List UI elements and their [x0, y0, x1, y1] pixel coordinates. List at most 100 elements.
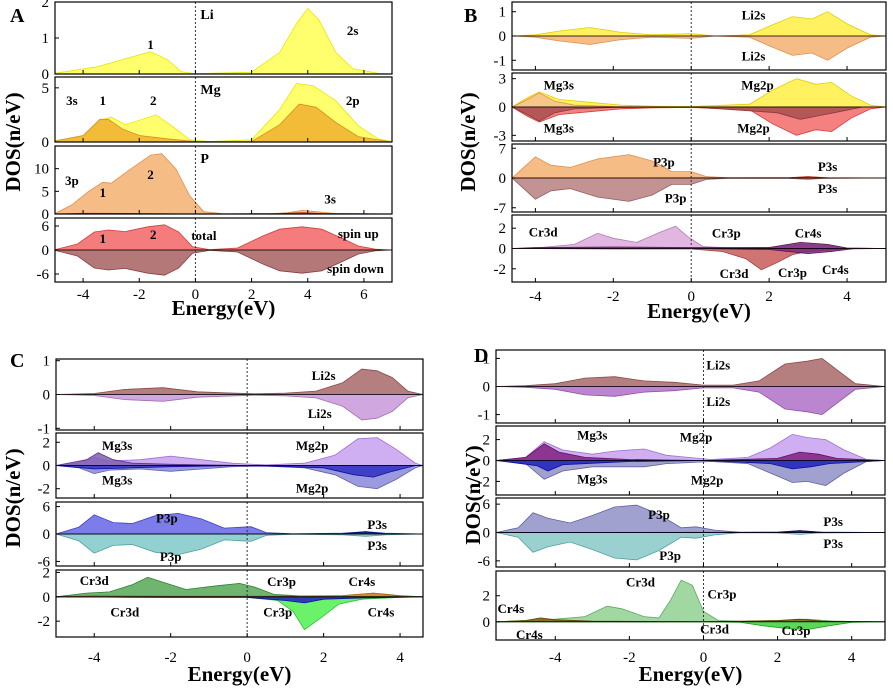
x-tick-label: 2: [248, 287, 256, 303]
annotation-label: Mg3s: [544, 121, 574, 136]
dos-series-area: [512, 11, 886, 37]
panel-letter: D: [474, 345, 488, 367]
annotation-label: P3s: [367, 538, 387, 553]
annotation-label: 3p: [65, 173, 79, 188]
subplot-frame: [55, 569, 424, 638]
subplot: 0 5 10 P 3p 1 2 3s: [34, 145, 393, 223]
annotation-label: Cr3d: [700, 622, 730, 637]
x-tick-label: -4: [529, 289, 542, 305]
y-tick-label: -1: [38, 421, 51, 437]
y-tick-label: 2: [483, 589, 491, 605]
y-tick-label: -6: [478, 554, 491, 570]
annotation-label: P3p: [160, 549, 182, 564]
plot-area: [496, 504, 885, 561]
y-tick-label: 2: [483, 433, 491, 449]
annotation-label: Li2s: [706, 394, 730, 409]
panel-c: C -1 0 1 Li2s Li2s -2 0 2 Mg3s Mg3s Mg2p Mg2p -6 0 6 P3p…: [1, 350, 424, 686]
annotation-label: 3s: [324, 191, 336, 206]
y-tick-label: -6: [38, 554, 51, 570]
x-tick-label: 4: [304, 287, 312, 303]
plot-area: [55, 7, 392, 74]
dos-series-area: [512, 106, 886, 122]
annotation-label: Cr3p: [263, 605, 292, 620]
y-tick-label: -2: [38, 614, 51, 630]
y-tick-label: 0: [499, 242, 507, 258]
x-tick-label: 2: [320, 650, 328, 666]
y-tick-label: 0: [483, 615, 491, 631]
plot-area: [496, 433, 885, 487]
dos-series-area: [512, 35, 886, 61]
y-tick-label: 1: [483, 351, 491, 367]
subplot-title: Li: [200, 8, 213, 23]
dos-series-area: [496, 621, 885, 631]
annotation-label: Mg3s: [102, 473, 132, 488]
y-tick-label: 0: [483, 526, 491, 542]
plot-area: [496, 579, 885, 631]
y-tick-label: 0: [43, 527, 51, 543]
x-tick-label: 4: [843, 289, 851, 305]
annotation-label: P3p: [665, 190, 687, 205]
y-tick-label: 0: [42, 67, 50, 83]
panel-letter: B: [464, 5, 477, 27]
dos-series-area: [56, 394, 423, 421]
annotation-label: Cr3d: [80, 573, 110, 588]
y-axis-label: DOS(n/eV): [461, 445, 485, 544]
y-tick-label: 0: [42, 243, 50, 259]
annotation-label: P3s: [823, 514, 843, 529]
y-tick-label: 1: [43, 354, 51, 370]
y-tick-label: 1: [499, 5, 507, 21]
subplot: -7 0 7 P3p P3p P3s P3s: [494, 141, 887, 217]
annotation-label: Mg2p: [680, 430, 713, 445]
x-tick-label: -2: [607, 289, 620, 305]
y-tick-label: -7: [494, 201, 507, 217]
x-tick-label: -2: [133, 287, 146, 303]
annotation-label: Cr3p: [708, 586, 737, 601]
x-tick-label: 2: [774, 650, 782, 666]
dos-series-area: [55, 153, 392, 214]
dos-series-area: [496, 386, 885, 416]
annotation-label: Cr3p: [712, 225, 741, 240]
y-tick-label: -2: [494, 262, 507, 278]
x-axis-label: Energy(eV): [188, 662, 292, 686]
annotation-label: 2p: [346, 93, 360, 108]
subplot: 0 1 2 Li 1 2s: [42, 0, 393, 83]
annotation-label: 1: [99, 185, 106, 200]
dos-series-area: [512, 78, 886, 108]
y-tick-label: -1: [478, 408, 491, 424]
annotation-label: Cr3p: [778, 265, 807, 280]
y-tick-label: 0: [43, 388, 51, 404]
y-tick-label: 0: [42, 207, 50, 223]
annotation-label: Cr3d: [110, 605, 140, 620]
y-tick-label: 0: [499, 29, 507, 45]
annotation-label: Cr3p: [782, 623, 811, 638]
dos-series-area: [496, 579, 885, 623]
plot-area: [496, 357, 885, 416]
y-tick-label: 5: [42, 184, 50, 200]
annotation-label: 1: [147, 37, 154, 52]
annotation-label: Cr4s: [516, 627, 543, 642]
y-tick-label: -1: [494, 53, 507, 69]
annotation-label: Cr4s: [795, 225, 822, 240]
subplot: 0 2 Cr3d Cr3p Cr4s Cr4s Cr3d Cr3p: [483, 570, 886, 642]
x-tick-label: -4: [549, 650, 562, 666]
y-tick-label: 0: [499, 100, 507, 116]
subplot-frame: [54, 76, 393, 143]
y-tick-label: 2: [499, 221, 507, 237]
annotation-label: spin up: [338, 226, 379, 241]
x-tick-label: 4: [396, 650, 404, 666]
annotation-label: P3p: [653, 155, 675, 170]
y-tick-label: 6: [42, 219, 50, 235]
annotation-label: total: [191, 228, 217, 243]
annotation-label: Cr4s: [348, 574, 375, 589]
annotation-label: Cr3d: [626, 575, 656, 590]
plot-area: [56, 576, 423, 631]
subplot: -1 0 1 Li2s Li2s: [38, 354, 424, 437]
subplot: -6 0 6 P3p P3p P3s P3s: [478, 497, 886, 570]
annotation-label: 3s: [66, 93, 78, 108]
annotation-label: 2: [150, 227, 157, 242]
x-axis-label: Energy(eV): [172, 296, 276, 320]
dos-series-area: [496, 460, 885, 472]
y-tick-label: 2: [42, 0, 50, 11]
dos-series-area: [496, 357, 885, 387]
plot-area: [56, 437, 423, 490]
